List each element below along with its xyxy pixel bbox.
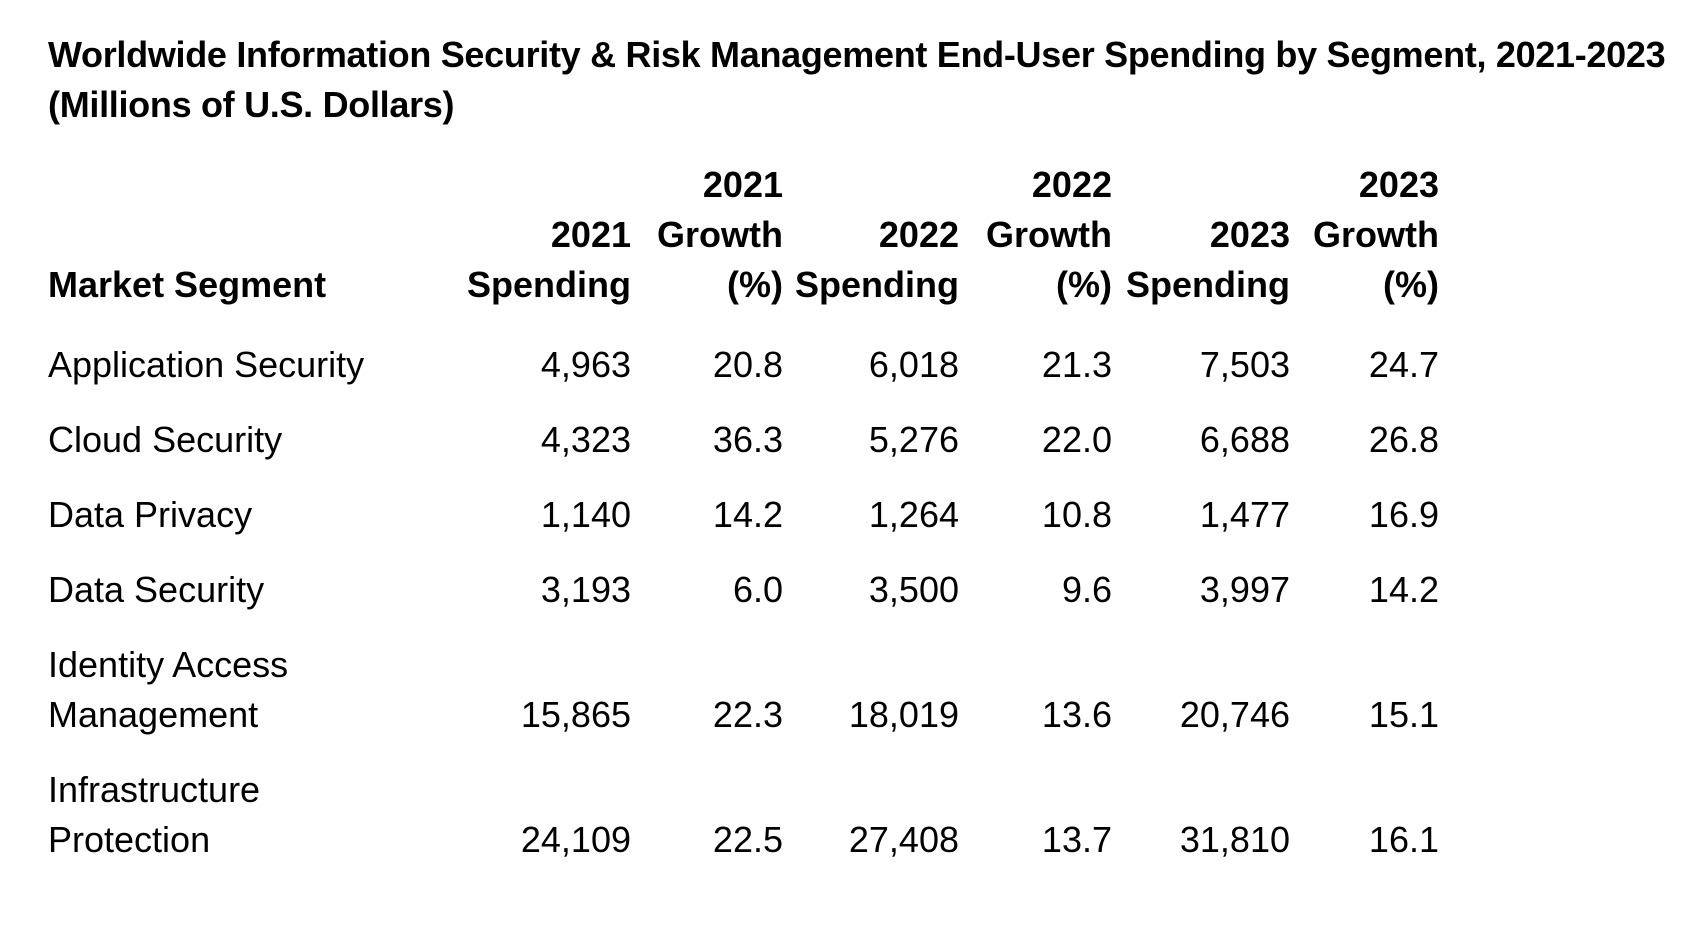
column-header-line: Spending [1126, 264, 1290, 305]
value-cell-g2022: 13.7 [1041, 819, 1112, 860]
column-header-line: (%) [1056, 264, 1112, 305]
value-cell-g2023: 16.1 [1368, 819, 1439, 860]
value-cell-g2022: 21.3 [1041, 344, 1112, 385]
value-cell-g2021: 36.3 [712, 419, 783, 460]
value-cell-s2021: 4,323 [540, 419, 631, 460]
value-cell-s2022: 6,018 [868, 344, 959, 385]
value-cell-s2021: 4,963 [540, 344, 631, 385]
table-title: Worldwide Information Security & Risk Ma… [48, 34, 1666, 125]
value-cell-s2021: 1,140 [540, 494, 631, 535]
column-header-g2022: 2022 Growth (%) [959, 160, 1112, 330]
column-header-line: Growth [657, 214, 783, 255]
column-header-line: 2021 [702, 164, 783, 205]
value-cell-s2021: 3,193 [540, 569, 631, 610]
table-row: Infrastructure Protection 24,109 22.5 27,40… [48, 755, 1439, 880]
value-cell-s2023: 7,503 [1199, 344, 1290, 385]
value-cell-g2023: 26.8 [1368, 419, 1439, 460]
column-header-line: 2022 [878, 214, 959, 255]
value-cell-s2023: 31,810 [1179, 819, 1290, 860]
value-cell-s2022: 5,276 [868, 419, 959, 460]
value-cell-s2023: 3,997 [1199, 569, 1290, 610]
column-header-line: Spending [795, 264, 959, 305]
table-header-row: Market Segment 2021 Spending 2021 Growth (%) 2… [48, 160, 1439, 330]
segment-name-cell: Infrastructure Protection [48, 769, 261, 860]
value-cell-g2022: 22.0 [1041, 419, 1112, 460]
column-header-line: 2022 [1031, 164, 1112, 205]
value-cell-g2021: 6.0 [732, 569, 783, 610]
column-header-line: Growth [986, 214, 1112, 255]
segment-name-cell: Identity Access Management [48, 644, 289, 735]
table-row: Data Security 3,193 6.0 3,500 9.6 3,997 14.2 [48, 555, 1439, 630]
value-cell-s2023: 20,746 [1179, 694, 1290, 735]
column-header-line: 2023 [1209, 214, 1290, 255]
column-header-s2022: 2022 Spending [783, 160, 959, 330]
value-cell-g2023: 14.2 [1368, 569, 1439, 610]
value-cell-g2021: 20.8 [712, 344, 783, 385]
segment-name-cell: Data Security [48, 569, 265, 610]
value-cell-g2021: 22.3 [712, 694, 783, 735]
value-cell-s2023: 6,688 [1199, 419, 1290, 460]
column-header-line: Spending [467, 264, 631, 305]
value-cell-s2023: 1,477 [1199, 494, 1290, 535]
spending-table: Market Segment 2021 Spending 2021 Growth (%) 2… [48, 160, 1439, 880]
column-header-g2023: 2023 Growth (%) [1290, 160, 1439, 330]
table-row: Cloud Security 4,323 36.3 5,276 22.0 6,688 26.… [48, 405, 1439, 480]
value-cell-g2021: 22.5 [712, 819, 783, 860]
column-header-s2023: 2023 Spending [1112, 160, 1290, 330]
column-header-line: Market Segment [48, 264, 327, 305]
value-cell-s2021: 24,109 [520, 819, 631, 860]
value-cell-s2022: 27,408 [848, 819, 959, 860]
value-cell-s2022: 3,500 [868, 569, 959, 610]
value-cell-g2023: 24.7 [1368, 344, 1439, 385]
table-row: Identity Access Management 15,865 22.3 18,0… [48, 630, 1439, 755]
value-cell-g2022: 13.6 [1041, 694, 1112, 735]
value-cell-s2021: 15,865 [520, 694, 631, 735]
column-header-g2021: 2021 Growth (%) [631, 160, 783, 330]
segment-name-cell: Cloud Security [48, 419, 283, 460]
table-row: Application Security 4,963 20.8 6,018 21.3 7,… [48, 330, 1439, 405]
value-cell-s2022: 18,019 [848, 694, 959, 735]
column-header-line: (%) [1383, 264, 1439, 305]
value-cell-g2023: 16.9 [1368, 494, 1439, 535]
column-header-line: (%) [727, 264, 783, 305]
column-header-line: 2021 [550, 214, 631, 255]
column-header-line: Growth [1313, 214, 1439, 255]
value-cell-g2022: 10.8 [1041, 494, 1112, 535]
segment-name-cell: Data Privacy [48, 494, 253, 535]
column-header-line: 2023 [1358, 164, 1439, 205]
value-cell-s2022: 1,264 [868, 494, 959, 535]
value-cell-g2022: 9.6 [1061, 569, 1112, 610]
segment-name-cell: Application Security [48, 344, 365, 385]
value-cell-g2023: 15.1 [1368, 694, 1439, 735]
table-body: Application Security 4,963 20.8 6,018 21.3 7,… [48, 330, 1439, 880]
column-header-s2021: 2021 Spending [411, 160, 631, 330]
column-header-segment: Market Segment [48, 160, 411, 330]
value-cell-g2021: 14.2 [712, 494, 783, 535]
table-row: Data Privacy 1,140 14.2 1,264 10.8 1,477 16.9 [48, 480, 1439, 555]
